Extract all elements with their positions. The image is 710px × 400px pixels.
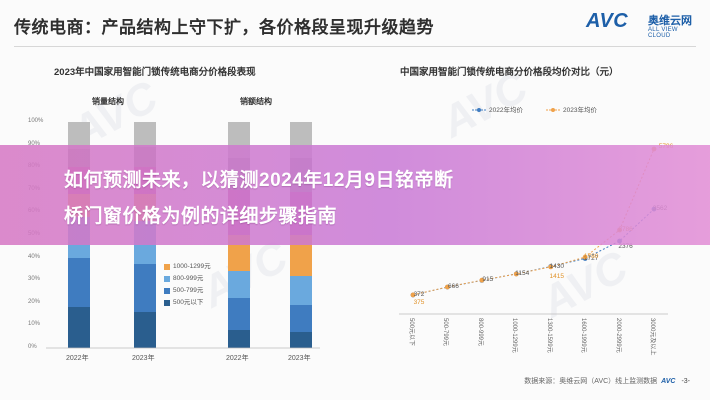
legend-item: 500元以下: [164, 298, 203, 308]
bar-segment: [228, 271, 250, 299]
x-tick-label: 2023年: [132, 355, 155, 362]
bar-segment: [134, 264, 156, 312]
legend-2022: 2022年均价: [472, 106, 523, 116]
y-tick-label: 30%: [28, 276, 41, 283]
data-label-2022: 2376: [618, 243, 633, 251]
category-label: 3000元及以上: [649, 318, 655, 356]
legend-2023-marker: [546, 107, 560, 113]
brand-name: 奥维云网: [648, 15, 692, 27]
legend-label: 800-999元: [173, 275, 204, 282]
banner-title-line-1: 如何预测未来，以猜测2024年12月9日铭帝断: [64, 170, 454, 191]
legend-2022-marker: [472, 107, 486, 113]
legend-label: 500-799元: [173, 287, 204, 294]
category-label: 1600-1999元: [580, 318, 587, 353]
y-tick-label: 100%: [28, 118, 44, 124]
brand-logo: AVC 奥维云网 ALL VIEW CLOUD: [586, 10, 696, 39]
bar-segment: [290, 275, 312, 306]
x-tick-label: 2022年: [66, 355, 89, 362]
category-label: 1300-1599元: [545, 318, 552, 353]
data-point: [445, 284, 450, 290]
x-tick-label: 2023年: [288, 355, 311, 362]
data-point: [513, 271, 519, 277]
page-number: -3-: [681, 378, 690, 385]
bar-segment: [68, 122, 90, 150]
bar-segment: [290, 332, 312, 348]
bar-segment: [290, 305, 312, 333]
brand-logo-text: AVC: [586, 10, 629, 32]
data-label-2022: 1154: [515, 269, 530, 277]
bar-segment: [228, 298, 250, 330]
legend-item: 500-799元: [164, 286, 203, 296]
source-text: 数据来源：奥维云网（AVC）线上监测数据: [524, 378, 658, 385]
panel-title-value: 销额结构: [240, 97, 272, 106]
data-label-2023: 375: [413, 298, 425, 306]
banner-title-line-2: 桥门窗价格为例的详细步骤指南: [64, 206, 338, 227]
right-chart-title: 中国家用智能门锁传统电商分价格段均价对比（元）: [400, 67, 619, 78]
source-note: 数据来源：奥维云网（AVC）线上监测数据 AVC -3-: [524, 376, 690, 386]
data-label-2022: 915: [482, 276, 494, 284]
legend-swatch: [164, 264, 170, 270]
panel-title-volume: 销量结构: [92, 97, 124, 106]
y-tick-label: 20%: [28, 298, 41, 305]
data-label-2022: 1430: [549, 262, 564, 270]
brand-tagline: ALL VIEW CLOUD: [648, 27, 678, 39]
data-label-2022: 372: [413, 290, 425, 298]
data-label-2023: 1415: [549, 272, 564, 280]
title-divider: [14, 46, 696, 47]
category-label: 1000-1299元: [511, 318, 518, 353]
y-tick-label: 40%: [28, 253, 41, 260]
category-label: 2000-2999元: [614, 318, 621, 353]
legend-2022-label: 2022年均价: [489, 107, 523, 114]
legend-swatch: [164, 276, 170, 282]
bar-segment: [290, 235, 312, 276]
bar-segment: [134, 122, 156, 147]
legend-label: 500元以下: [173, 299, 204, 306]
source-logo: AVC: [661, 378, 676, 385]
bar-segment: [68, 307, 90, 348]
category-label: 500-799元: [442, 318, 449, 347]
data-point: [582, 254, 588, 260]
legend-item: 800-999元: [164, 274, 203, 284]
legend-label: 1000-1299元: [173, 263, 211, 270]
bar-segment: [228, 329, 250, 348]
legend-2023: 2023年均价: [546, 106, 597, 116]
category-label: 800-999元: [476, 318, 483, 347]
left-chart-title: 2023年中国家用智能门锁传统电商分价格段表现: [54, 67, 256, 78]
data-point: [410, 292, 416, 298]
headline-banner: 如何预测未来，以猜测2024年12月9日铭帝断 桥门窗价格为例的详细步骤指南: [0, 145, 710, 245]
y-tick-label: 10%: [28, 321, 41, 328]
y-tick-label: 90%: [28, 140, 41, 147]
slide-title: 传统电商：产品结构上守下扩，各价格段呈现升级趋势: [14, 18, 434, 37]
data-label-2022: 1727: [583, 254, 599, 262]
category-label: 500元以下: [408, 318, 414, 347]
data-label-2022: 666: [447, 283, 459, 291]
data-point: [479, 277, 485, 283]
x-tick-label: 2022年: [226, 355, 249, 362]
data-label-2023: 1780: [583, 253, 599, 261]
legend-2023-label: 2023年均价: [563, 107, 597, 114]
legend-swatch: [164, 288, 170, 294]
bar-segment: [68, 257, 90, 308]
bar-segment: [134, 311, 156, 348]
legend-item: 1000-1299元: [164, 262, 211, 272]
data-point: [548, 264, 554, 270]
legend-swatch: [164, 300, 170, 306]
y-tick-label: 0%: [28, 344, 37, 350]
